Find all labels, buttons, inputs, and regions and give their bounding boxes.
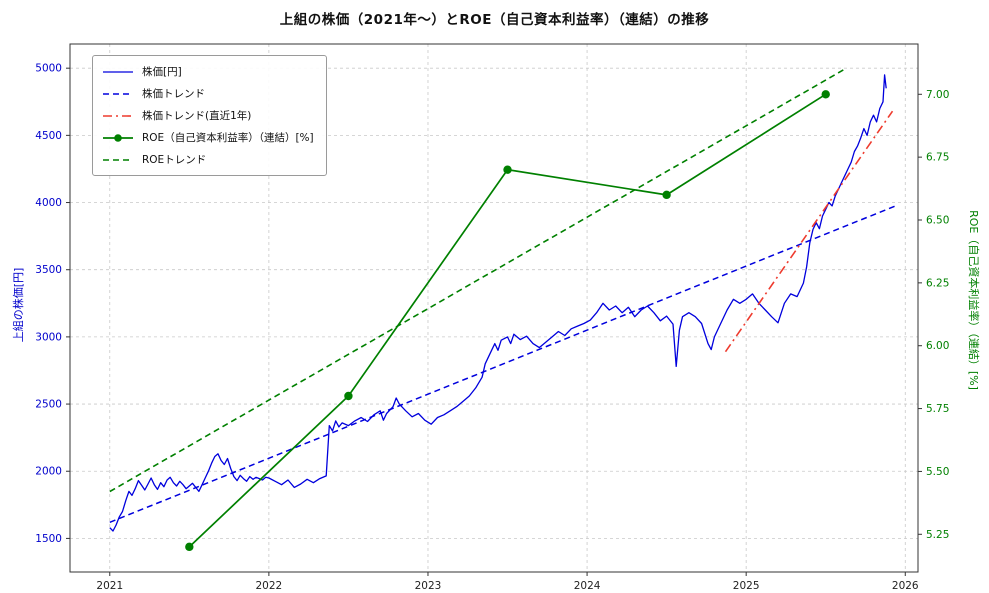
legend-item: ROE（自己資本利益率）（連結）[%] [102, 130, 314, 145]
y-tick-label-left: 2000 [35, 466, 62, 478]
x-tick-label: 2025 [733, 580, 760, 592]
y-tick-label-left: 5000 [35, 63, 62, 75]
x-tick-label: 2021 [96, 580, 123, 592]
series-line-4 [109, 68, 846, 493]
series-marker [185, 542, 194, 552]
y-axis-label-right: ROE（自己資本利益率）（連結）[%] [967, 210, 980, 390]
y-tick-label-right: 5.50 [926, 466, 949, 478]
legend-sample-line [103, 133, 133, 142]
legend-item: 株価トレンド(直近1年) [102, 108, 314, 123]
y-tick-label-left: 1500 [35, 533, 62, 545]
legend-sample-line [103, 92, 133, 95]
legend: 株価[円] 株価トレンド株価トレンド(直近1年) ROE（自己資本利益率）（連結）[… [92, 55, 327, 176]
y-tick-label-right: 5.25 [926, 529, 949, 541]
series-line-1 [109, 204, 898, 523]
series-marker [503, 165, 512, 174]
legend-item: ROEトレンド [102, 152, 314, 167]
series-line-2 [724, 110, 894, 353]
x-tick-label: 2022 [256, 580, 283, 592]
legend-item-label: 株価トレンド(直近1年) [142, 110, 252, 122]
chart-title: 上組の株価（2021年〜）とROE（自己資本利益率）（連結）の推移 [279, 12, 710, 28]
y-tick-label-left: 2500 [35, 399, 62, 411]
legend-sample-line [103, 158, 133, 161]
y-tick-label-right: 7.00 [926, 89, 949, 101]
y-tick-label-right: 6.75 [926, 152, 949, 164]
series-line-0 [109, 74, 887, 532]
x-tick-label: 2026 [892, 580, 919, 592]
series-marker [821, 90, 830, 99]
y-tick-label-right: 6.00 [926, 340, 949, 352]
x-tick-label: 2024 [574, 580, 601, 592]
legend-item-label: 株価[円] [142, 66, 182, 78]
y-tick-label-left: 3000 [35, 331, 62, 343]
y-axis-label-left: 上組の株価[円] [12, 267, 25, 343]
plot-border [69, 43, 919, 573]
y-tick-label-right: 6.25 [926, 277, 949, 289]
legend-item-label: ROE（自己資本利益率）（連結）[%] [142, 132, 314, 144]
legend-item: 株価[円] [102, 64, 314, 79]
y-tick-label-right: 5.75 [926, 403, 949, 415]
y-tick-label-right: 6.50 [926, 215, 949, 227]
y-tick-label-left: 4500 [35, 130, 62, 142]
x-tick-label: 2023 [415, 580, 442, 592]
legend-item-label: ROEトレンド [142, 154, 207, 166]
y-tick-label-left: 4000 [35, 197, 62, 209]
y-tick-label-left: 3500 [35, 264, 62, 276]
series-marker [662, 190, 671, 200]
legend-item-label: 株価トレンド [142, 88, 205, 100]
series-marker [344, 391, 353, 401]
legend-sample-line [103, 114, 133, 117]
legend-sample-line [103, 70, 133, 73]
legend-item: 株価トレンド [102, 86, 314, 101]
